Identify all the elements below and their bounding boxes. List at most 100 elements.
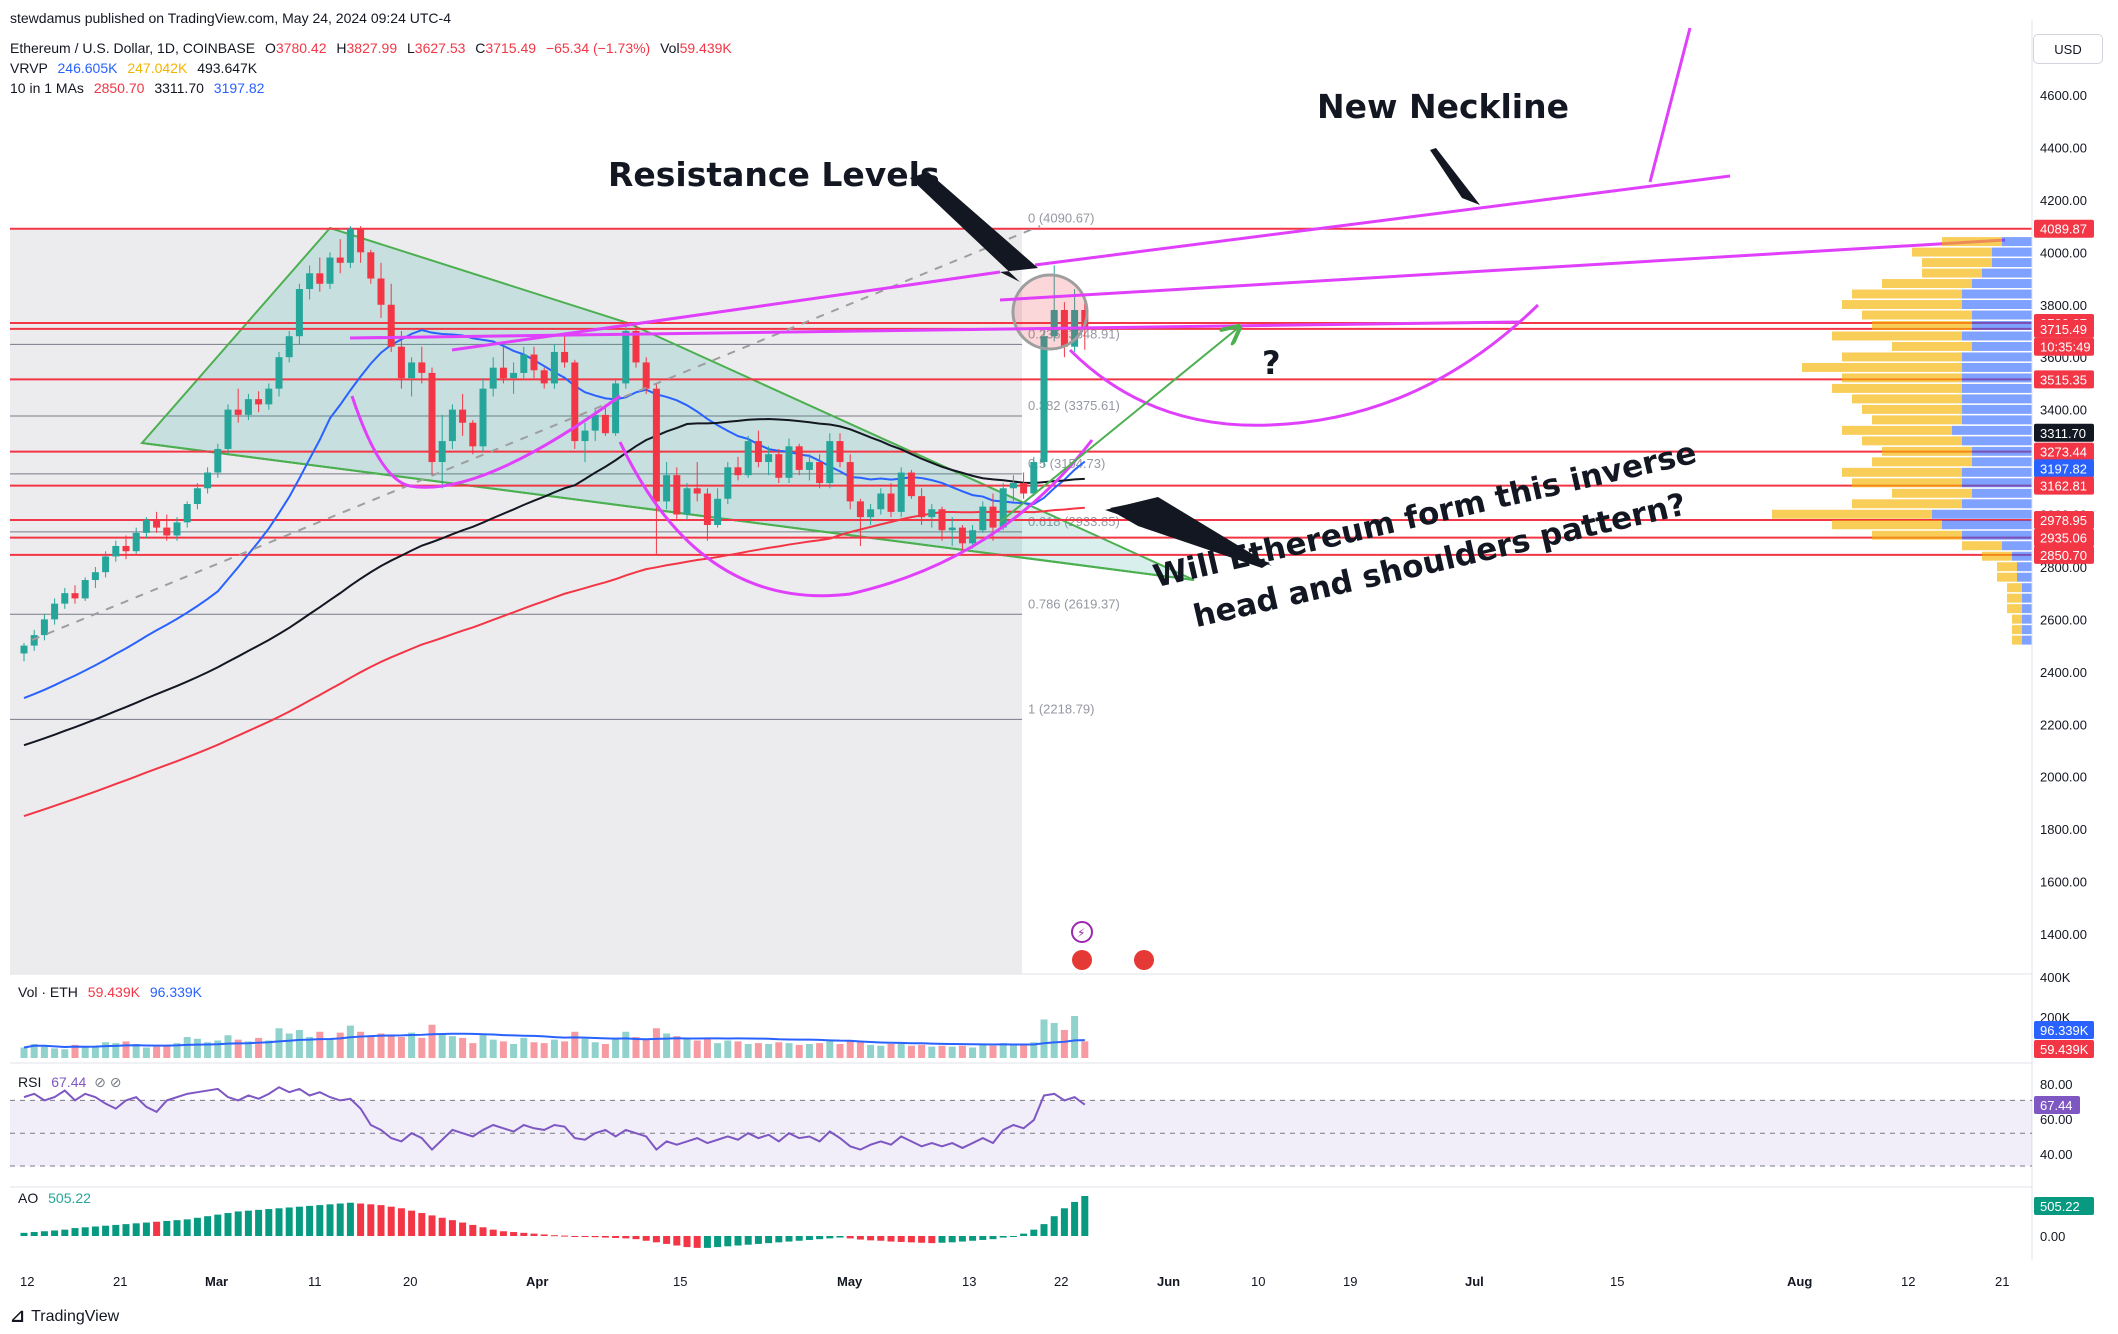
us-flag-icon[interactable]: [1134, 950, 1154, 970]
volume-bar: [846, 1040, 854, 1058]
candle-body: [204, 472, 212, 489]
volume-bar: [377, 1033, 385, 1058]
ao-bar: [510, 1232, 518, 1236]
candle-body: [91, 572, 99, 581]
vrvp-bar-buy: [1962, 467, 2032, 477]
volume-bar: [479, 1035, 487, 1058]
event-icon[interactable]: [1071, 921, 1093, 943]
vrvp-bar-sell: [2007, 604, 2022, 614]
vrvp-bar-sell: [1802, 362, 1962, 372]
y-tick-label: 2600.00: [2040, 612, 2087, 627]
vrvp-bar-sell: [2007, 593, 2022, 603]
rsi-indicator: 80.00 60.00 40.00 67.44: [10, 1077, 2080, 1167]
vrvp-bar-buy: [1952, 425, 2032, 435]
ao-bar: [856, 1236, 864, 1240]
price-badge-text: 2978.95: [2040, 513, 2087, 528]
volume-bar: [204, 1042, 212, 1058]
x-tick-label: 22: [1054, 1274, 1068, 1289]
candle-body: [663, 475, 671, 502]
tradingview-logo[interactable]: ⊿ TradingView: [10, 1306, 120, 1326]
ao-bar: [285, 1207, 293, 1236]
candle-body: [846, 462, 854, 502]
candle-body: [765, 454, 773, 463]
candle-body: [907, 472, 915, 497]
vrvp-bar-sell: [1852, 394, 1962, 404]
us-flag-icon[interactable]: [1072, 950, 1092, 970]
volume-bar: [1081, 1041, 1089, 1058]
ao-bar: [948, 1236, 956, 1243]
ao-bar: [469, 1224, 477, 1236]
rsi-axis-label: 60.00: [2040, 1112, 2073, 1127]
candle-body: [183, 504, 191, 523]
ao-bar: [397, 1208, 405, 1236]
vrvp-bar-buy: [1962, 478, 2032, 488]
ao-bar: [346, 1202, 354, 1236]
ao-bar: [408, 1210, 416, 1236]
volume-bar: [336, 1032, 344, 1058]
vrvp-bar-sell: [1842, 467, 1962, 477]
candle-body: [316, 273, 324, 284]
ao-bar: [112, 1224, 120, 1236]
fib-label: 1 (2218.79): [1028, 701, 1095, 716]
ao-bar: [183, 1219, 191, 1236]
candle-body: [887, 493, 895, 512]
candle-body: [775, 454, 783, 478]
ao-bar: [1071, 1201, 1079, 1236]
candle-body: [571, 362, 579, 442]
ao-badge: [2034, 1197, 2094, 1215]
volume-bar: [744, 1044, 752, 1058]
ma-200-red: [23, 506, 1085, 817]
volume-bar: [30, 1044, 38, 1058]
ao-bar: [204, 1216, 212, 1236]
neckline-channel: [999, 238, 2006, 302]
ao-bar: [958, 1236, 966, 1242]
ao-bar: [91, 1226, 99, 1236]
volume-bar: [622, 1031, 630, 1058]
new-neckline: [1034, 174, 1731, 267]
volume-bar: [255, 1037, 263, 1058]
ma-legend: 10 in 1 MAs 2850.70 3311.70 3197.82: [10, 80, 265, 96]
volume-bar: [306, 1037, 314, 1058]
vrvp-bar-buy: [1962, 289, 2032, 299]
ohlc-low: L3627.53: [407, 40, 466, 56]
price-badge-text: 4089.87: [2040, 222, 2087, 237]
vrvp-bar-sell: [1862, 310, 1972, 320]
volume-bar: [418, 1037, 426, 1058]
candle-body: [530, 354, 538, 371]
candle-body: [142, 519, 150, 533]
ao-bar: [234, 1211, 242, 1236]
ao-bar: [867, 1236, 875, 1241]
vrvp-bar-sell: [1852, 499, 1962, 509]
resistance-arrow: [910, 172, 1038, 282]
vrvp-bar-buy: [1992, 258, 2032, 268]
volume-bar: [724, 1040, 732, 1058]
ohlc-change: −65.34 (−1.73%): [545, 40, 651, 56]
volume-bar: [316, 1031, 324, 1058]
fib-label: 0.786 (2619.37): [1028, 596, 1120, 611]
vrvp-bar-buy: [2017, 562, 2032, 572]
ao-bar: [734, 1236, 742, 1246]
candle-body: [418, 362, 426, 373]
volume-bar: [1020, 1044, 1028, 1058]
currency-button[interactable]: USD: [2033, 34, 2103, 64]
ao-bar: [703, 1236, 711, 1248]
vrvp-bar-buy: [1972, 457, 2032, 467]
x-tick-label: 15: [673, 1274, 687, 1289]
volume-bar: [571, 1031, 579, 1058]
ao-axis-label: 0.00: [2040, 1229, 2065, 1244]
dashed-trend-line: [31, 225, 1041, 641]
candle-body: [612, 383, 620, 434]
vrvp-bar-sell: [1997, 572, 2017, 582]
y-tick-label: 2200.00: [2040, 717, 2087, 732]
ao-bar: [1020, 1233, 1028, 1236]
ao-bar: [377, 1205, 385, 1236]
volume-bar: [989, 1045, 997, 1058]
candle-body: [397, 346, 405, 379]
candle-body: [561, 351, 569, 363]
candle-body: [928, 509, 936, 518]
volume-bar: [1009, 1044, 1017, 1058]
candle-body: [255, 399, 263, 405]
volume-bar: [40, 1045, 48, 1058]
candle-body: [234, 409, 242, 415]
volume-badge: [2034, 1040, 2094, 1058]
